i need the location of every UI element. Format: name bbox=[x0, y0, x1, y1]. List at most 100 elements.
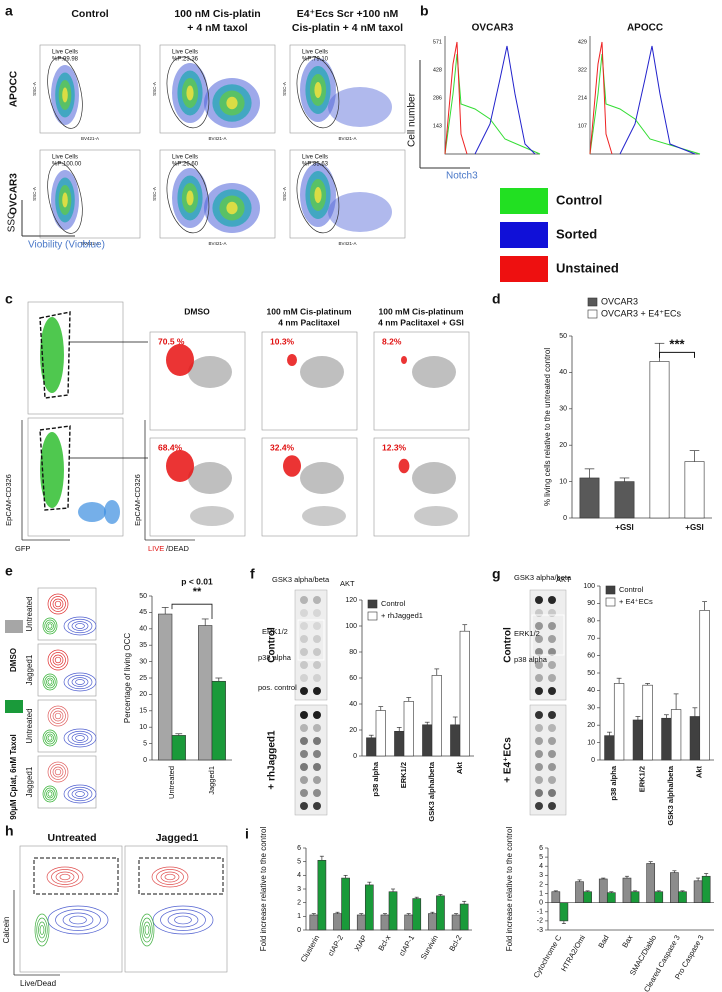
y-tick-label: 5 bbox=[143, 740, 147, 747]
error-bar bbox=[311, 913, 316, 915]
contour bbox=[63, 728, 97, 748]
x-tick-label: Jagged1 bbox=[207, 766, 216, 795]
blot-spot bbox=[548, 737, 556, 745]
blot-spot bbox=[313, 776, 321, 784]
contour bbox=[52, 654, 64, 666]
gate bbox=[166, 161, 210, 234]
error-bar bbox=[424, 721, 430, 725]
blot-spot bbox=[548, 789, 556, 797]
bar bbox=[583, 891, 592, 903]
plot-title: Untreated bbox=[47, 832, 96, 844]
gate-label: Live Cells bbox=[302, 155, 328, 161]
cell-cloud bbox=[190, 506, 234, 526]
bar bbox=[684, 461, 705, 519]
cell-cloud bbox=[188, 356, 232, 388]
bar bbox=[317, 859, 327, 931]
contour bbox=[151, 866, 189, 888]
condition-label: + rhJagged1 bbox=[267, 730, 278, 790]
contour bbox=[50, 764, 66, 780]
blot-spot bbox=[313, 674, 321, 682]
cell-cloud bbox=[62, 87, 68, 103]
contour bbox=[67, 618, 93, 634]
blot-spot bbox=[548, 776, 556, 784]
y-tick-label: 80 bbox=[349, 649, 357, 656]
bar bbox=[403, 701, 414, 757]
blot-spot bbox=[548, 596, 556, 604]
contour bbox=[67, 674, 93, 690]
axis-title: EpCAM-CD326 bbox=[4, 474, 13, 526]
blot-spot bbox=[548, 802, 556, 810]
legend-label: Unstained bbox=[556, 260, 619, 275]
histogram bbox=[589, 53, 701, 155]
y-axis-title: Fold increase relative to the control bbox=[505, 827, 514, 952]
blot-spot bbox=[535, 802, 543, 810]
error-bar bbox=[382, 913, 387, 915]
error-bar bbox=[619, 477, 630, 482]
significance: ** bbox=[193, 586, 202, 598]
contour bbox=[69, 915, 87, 925]
blot-spot bbox=[313, 711, 321, 719]
bar bbox=[375, 710, 386, 757]
contour bbox=[67, 730, 93, 746]
contour bbox=[38, 921, 46, 939]
blot-spot bbox=[313, 609, 321, 617]
error-bar bbox=[601, 877, 606, 879]
blot-spot bbox=[535, 596, 543, 604]
error-bar bbox=[391, 888, 396, 892]
y-tick-label: 20 bbox=[587, 722, 595, 729]
y-tick-label: 6 bbox=[539, 845, 543, 852]
blot-spot bbox=[313, 737, 321, 745]
axis-title: EpCAM-CD326 bbox=[133, 474, 142, 526]
cell-cloud bbox=[188, 462, 232, 494]
contour bbox=[47, 905, 109, 935]
cell-cloud bbox=[314, 187, 322, 203]
contour bbox=[55, 909, 101, 931]
y-tick-label: 120 bbox=[345, 597, 357, 604]
contour bbox=[50, 596, 66, 612]
bar bbox=[649, 361, 670, 519]
bar bbox=[622, 877, 632, 903]
plot-title: Jagged1 bbox=[156, 832, 199, 844]
error-bar bbox=[452, 716, 458, 725]
y-tick-label: 3 bbox=[297, 886, 301, 893]
contour bbox=[75, 679, 85, 685]
axis-label: SSC-A bbox=[32, 82, 37, 96]
y-tick-label: 5 bbox=[539, 854, 543, 861]
y-tick-label: 70 bbox=[587, 635, 595, 642]
plot-frame bbox=[289, 149, 406, 239]
bar bbox=[689, 716, 701, 761]
plot-frame bbox=[149, 331, 246, 431]
blot-spot bbox=[300, 648, 308, 656]
contour bbox=[54, 712, 62, 720]
plot-frame bbox=[27, 301, 124, 415]
blot-spot bbox=[548, 687, 556, 695]
error-bar bbox=[462, 624, 468, 632]
blot-spot bbox=[300, 622, 308, 630]
error-bar bbox=[704, 873, 709, 877]
y-tick-label: 35 bbox=[139, 642, 147, 649]
error-bar bbox=[584, 468, 595, 478]
bar bbox=[380, 914, 390, 931]
blot-spot bbox=[300, 789, 308, 797]
contour bbox=[44, 787, 56, 801]
contour bbox=[52, 598, 64, 610]
bar bbox=[614, 481, 635, 519]
blot-spot bbox=[535, 724, 543, 732]
column-title: 4 nm Paclitaxel + GSI bbox=[378, 317, 464, 327]
blot-label: GSK3 alpha/beta bbox=[272, 575, 330, 584]
row-label: OVCAR3 bbox=[9, 173, 20, 215]
y-tick-label: 1 bbox=[539, 890, 543, 897]
blot-spot bbox=[535, 661, 543, 669]
error-bar bbox=[673, 693, 679, 710]
contour bbox=[47, 593, 69, 615]
contour bbox=[63, 784, 97, 804]
blot-spot bbox=[300, 711, 308, 719]
axis-title: Viobility (Vioblue) bbox=[28, 240, 105, 251]
gate bbox=[39, 425, 71, 511]
y-tick-label: -3 bbox=[537, 927, 543, 934]
x-tick-label: +GSI bbox=[685, 523, 703, 532]
legend-label: 90µM Cplat, 6nM Taxol bbox=[9, 734, 18, 819]
blot-spot bbox=[300, 674, 308, 682]
blot-spot bbox=[313, 724, 321, 732]
error-bar bbox=[672, 870, 677, 873]
